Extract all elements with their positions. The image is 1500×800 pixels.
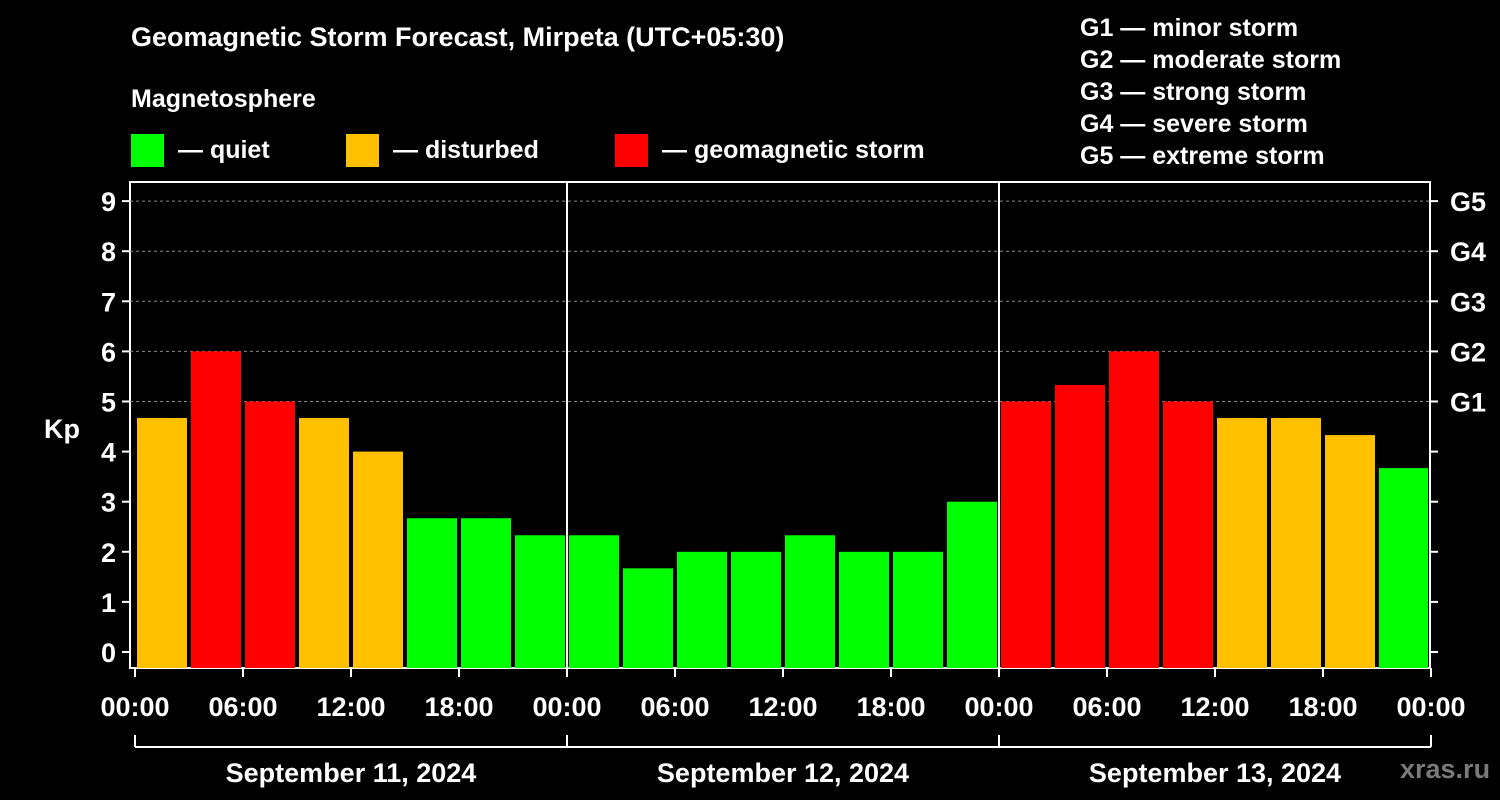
bar-23	[1379, 468, 1428, 668]
y-axis-label: Kp	[44, 414, 80, 444]
x-tick-label-8: 00:00	[964, 692, 1033, 722]
day-label-1: September 12, 2024	[657, 758, 909, 788]
x-tick-label-4: 00:00	[532, 692, 601, 722]
storm-level-g3: G3 — strong storm	[1080, 78, 1307, 106]
watermark: xras.ru	[1400, 754, 1491, 784]
storm-level-g1: G1 — minor storm	[1080, 14, 1299, 42]
y-tick-label-1: 1	[101, 588, 116, 618]
day-label-2: September 13, 2024	[1089, 758, 1341, 788]
bar-8	[569, 535, 619, 668]
x-tick-label-7: 18:00	[856, 692, 925, 722]
bar-13	[839, 551, 889, 668]
x-tick-label-3: 18:00	[424, 692, 493, 722]
bar-14	[893, 551, 943, 668]
x-tick-label-6: 12:00	[748, 692, 817, 722]
bar-20	[1217, 418, 1267, 668]
bar-10	[677, 551, 727, 668]
legend-label-storm: — geomagnetic storm	[662, 135, 925, 164]
bar-17	[1055, 384, 1105, 668]
x-tick-label-11: 18:00	[1288, 692, 1357, 722]
bar-12	[785, 535, 835, 668]
bar-0	[137, 418, 187, 668]
x-tick-label-0: 00:00	[100, 692, 169, 722]
day-label-0: September 11, 2024	[226, 758, 477, 788]
legend-swatch-storm	[615, 133, 648, 167]
y-tick-label-4: 4	[101, 438, 116, 468]
legend-label-disturbed: — disturbed	[393, 135, 539, 164]
x-tick-label-10: 12:00	[1180, 692, 1249, 722]
chart-title: Geomagnetic Storm Forecast, Mirpeta (UTC…	[131, 22, 785, 52]
x-tick-label-12: 00:00	[1396, 692, 1465, 722]
y-tick-label-0: 0	[101, 638, 116, 668]
bar-16	[1001, 401, 1051, 668]
legend-item-disturbed: — disturbed	[346, 133, 539, 167]
storm-level-g5: G5 — extreme storm	[1080, 142, 1325, 170]
bar-21	[1271, 418, 1321, 668]
y-tick-label-3: 3	[101, 488, 116, 518]
bar-2	[245, 401, 295, 668]
y-tick-label-9: 9	[101, 187, 116, 217]
x-tick-label-5: 06:00	[640, 692, 709, 722]
bar-6	[461, 518, 511, 668]
bar-9	[623, 568, 673, 668]
y-tick-label-7: 7	[101, 287, 116, 317]
bar-22	[1325, 435, 1375, 668]
right-tick-label-g5: G5	[1450, 187, 1486, 217]
legend-label-quiet: — quiet	[178, 135, 270, 164]
bar-7	[515, 535, 565, 668]
bar-5	[407, 518, 457, 668]
right-tick-label-g4: G4	[1450, 237, 1486, 267]
right-tick-label-g2: G2	[1450, 337, 1486, 367]
y-tick-label-2: 2	[101, 538, 116, 568]
right-tick-label-g1: G1	[1450, 388, 1486, 418]
y-tick-label-8: 8	[101, 237, 116, 267]
y-tick-label-5: 5	[101, 388, 116, 418]
x-tick-label-2: 12:00	[316, 692, 385, 722]
legend-swatch-disturbed	[346, 133, 379, 167]
bar-15	[947, 501, 997, 668]
y-tick-label-6: 6	[101, 337, 116, 367]
legend-heading: Magnetosphere	[131, 85, 316, 113]
bar-11	[731, 551, 781, 668]
bar-3	[299, 418, 349, 668]
legend-swatch-quiet	[131, 133, 164, 167]
x-tick-label-1: 06:00	[208, 692, 277, 722]
legend-item-quiet: — quiet	[131, 133, 270, 167]
bar-18	[1109, 351, 1159, 668]
right-tick-label-g3: G3	[1450, 287, 1486, 317]
x-tick-label-9: 06:00	[1072, 692, 1141, 722]
storm-level-g4: G4 — severe storm	[1080, 110, 1308, 138]
bar-1	[191, 351, 241, 668]
storm-level-g2: G2 — moderate storm	[1080, 46, 1342, 74]
legend-item-storm: — geomagnetic storm	[615, 133, 925, 167]
bar-4	[353, 451, 403, 668]
bar-19	[1163, 401, 1213, 668]
storm-level-list: G1 — minor storm G2 — moderate storm G3 …	[1080, 12, 1341, 172]
